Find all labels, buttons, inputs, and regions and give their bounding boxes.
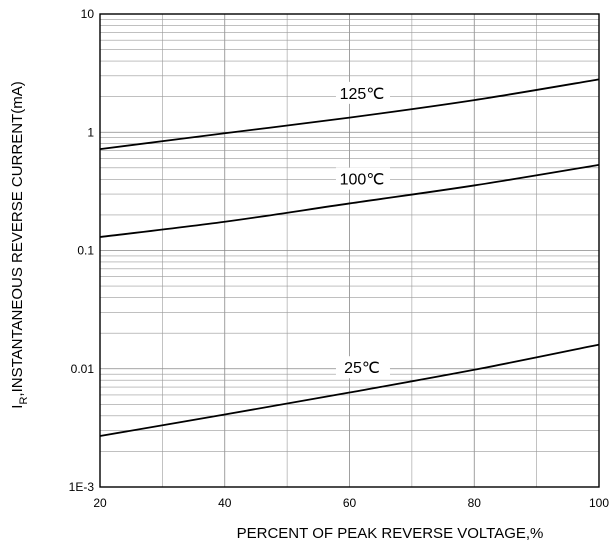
curve-labels: 125℃ 100℃ 25℃ [335,81,390,379]
y-axis-title: IR,INSTANTANEOUS REVERSE CURRENT(mA) [9,81,30,408]
y-axis-title-rest: ,INSTANTANEOUS REVERSE CURRENT(mA) [9,81,26,396]
tick-labels: 20 40 60 80 100 1E-3 0.01 0.1 1 10 [69,7,610,510]
y-axis-title-prefix: I [9,405,26,409]
grid [100,14,599,487]
curve-label: 125℃ [340,86,385,103]
y-tick-label: 1 [87,125,94,139]
x-tick-label: 20 [93,496,107,510]
series-line [99,78,600,151]
y-tick-label: 0.01 [71,362,95,376]
y-axis-title-subscript: R [18,397,30,405]
curve-label-background [335,167,390,190]
curve-label-background [335,81,390,104]
curve-label: 25℃ [344,360,380,377]
x-tick-label: 60 [343,496,357,510]
y-tick-label: 0.1 [77,244,94,258]
plot-frame [99,13,600,488]
x-tick-label: 80 [468,496,482,510]
x-tick-label: 100 [589,496,609,510]
x-tick-label: 40 [218,496,232,510]
curve-label: 100℃ [340,172,385,189]
y-tick-label: 1E-3 [69,480,95,494]
y-tick-label: 10 [81,7,95,21]
series-line [99,163,600,238]
curve-label-background [335,356,390,379]
x-axis-title: PERCENT OF PEAK REVERSE VOLTAGE,% [237,525,544,542]
series-line [99,343,600,437]
series-group [99,78,600,437]
